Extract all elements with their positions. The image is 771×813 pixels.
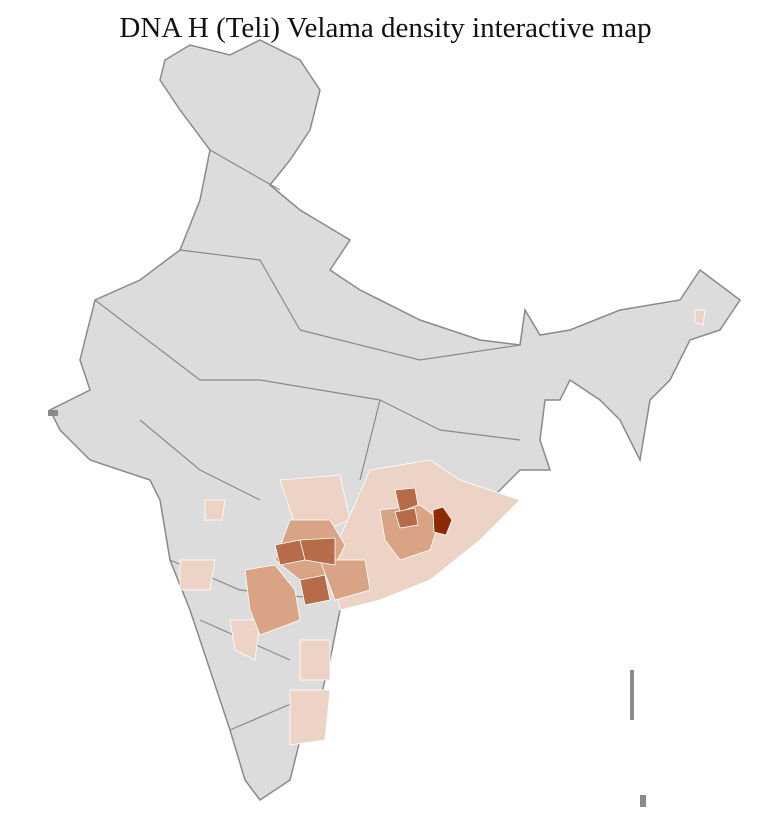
region-low xyxy=(694,309,706,326)
region-high xyxy=(299,537,336,566)
region-low xyxy=(229,619,261,661)
region-medium xyxy=(244,564,301,636)
region-medium xyxy=(379,504,441,561)
india-outline[interactable] xyxy=(48,39,742,802)
islands xyxy=(48,410,646,807)
region-low xyxy=(299,639,331,681)
region-medium xyxy=(319,559,371,601)
region-high xyxy=(394,487,419,513)
region-low xyxy=(289,689,331,746)
region-highest xyxy=(432,506,453,536)
region-low xyxy=(204,499,226,521)
region-low xyxy=(179,559,216,591)
region-high xyxy=(274,539,306,566)
density-regions[interactable] xyxy=(179,309,706,746)
map-title: DNA H (Teli) Velama density interactive … xyxy=(119,12,652,44)
region-high xyxy=(394,507,419,529)
region-high xyxy=(299,574,331,606)
